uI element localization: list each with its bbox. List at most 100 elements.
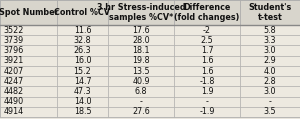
Text: 18.1: 18.1 (132, 46, 150, 55)
Text: 26.3: 26.3 (74, 46, 91, 55)
Bar (174, 35, 240, 45)
Bar (0, 56, 57, 66)
Bar (240, 86, 300, 97)
Bar (240, 66, 300, 76)
Bar (240, 25, 300, 35)
Bar (0, 66, 57, 76)
Bar (0, 76, 57, 86)
Text: 47.3: 47.3 (74, 87, 91, 96)
Text: Student's
t-test: Student's t-test (248, 3, 292, 22)
Bar (108, 97, 174, 107)
Text: 2.9: 2.9 (264, 56, 276, 65)
Bar (174, 56, 240, 66)
Bar (174, 97, 240, 107)
Text: 3 hr Stress-induced
samples %CV*: 3 hr Stress-induced samples %CV* (97, 3, 185, 22)
Text: 3.5: 3.5 (264, 107, 276, 117)
Bar (240, 107, 300, 117)
Bar (0, 35, 57, 45)
Bar (108, 107, 174, 117)
Text: Difference
(fold changes): Difference (fold changes) (174, 3, 240, 22)
Text: 16.0: 16.0 (74, 56, 91, 65)
Text: 3.0: 3.0 (264, 46, 276, 55)
Text: 4482: 4482 (4, 87, 24, 96)
Bar (108, 86, 174, 97)
Text: 2.8: 2.8 (264, 77, 276, 86)
Bar (57, 107, 108, 117)
Bar (108, 66, 174, 76)
Bar (240, 56, 300, 66)
Bar (108, 25, 174, 35)
Text: 19.8: 19.8 (132, 56, 150, 65)
Bar (57, 25, 108, 35)
Bar (0, 97, 57, 107)
Text: 11.6: 11.6 (74, 26, 91, 35)
Text: 3796: 3796 (4, 46, 24, 55)
Bar (57, 97, 108, 107)
Bar (240, 0, 300, 25)
Bar (57, 66, 108, 76)
Bar (174, 66, 240, 76)
Bar (174, 45, 240, 56)
Text: 4.0: 4.0 (264, 67, 276, 76)
Text: 1.6: 1.6 (201, 56, 213, 65)
Text: 5.8: 5.8 (264, 26, 276, 35)
Bar (57, 76, 108, 86)
Text: 4914: 4914 (4, 107, 24, 117)
Text: 14.0: 14.0 (74, 97, 91, 106)
Text: 4207: 4207 (4, 67, 24, 76)
Text: 3921: 3921 (4, 56, 24, 65)
Text: 3739: 3739 (4, 36, 24, 45)
Bar (57, 56, 108, 66)
Text: 1.6: 1.6 (201, 67, 213, 76)
Text: 18.5: 18.5 (74, 107, 91, 117)
Text: 3522: 3522 (4, 26, 24, 35)
Text: 3.0: 3.0 (264, 87, 276, 96)
Bar (174, 86, 240, 97)
Text: 1.9: 1.9 (201, 87, 213, 96)
Bar (240, 45, 300, 56)
Text: 14.7: 14.7 (74, 77, 91, 86)
Text: 15.2: 15.2 (74, 67, 92, 76)
Text: Control %CV: Control %CV (55, 8, 110, 17)
Text: -: - (140, 97, 142, 106)
Text: -1.9: -1.9 (199, 107, 215, 117)
Text: 4247: 4247 (4, 77, 24, 86)
Bar (108, 56, 174, 66)
Bar (108, 35, 174, 45)
Text: 32.8: 32.8 (74, 36, 91, 45)
Bar (108, 45, 174, 56)
Text: -1.8: -1.8 (199, 77, 215, 86)
Bar (57, 86, 108, 97)
Bar (174, 25, 240, 35)
Text: -2: -2 (203, 26, 211, 35)
Text: 3.3: 3.3 (264, 36, 276, 45)
Bar (0, 107, 57, 117)
Text: -: - (268, 97, 272, 106)
Bar (57, 45, 108, 56)
Text: 6.8: 6.8 (135, 87, 147, 96)
Bar (174, 0, 240, 25)
Bar (240, 76, 300, 86)
Text: -: - (206, 97, 208, 106)
Bar (108, 76, 174, 86)
Bar (174, 76, 240, 86)
Text: 40.9: 40.9 (132, 77, 150, 86)
Bar (57, 0, 108, 25)
Text: 4490: 4490 (4, 97, 24, 106)
Text: 27.6: 27.6 (132, 107, 150, 117)
Bar (0, 45, 57, 56)
Bar (174, 107, 240, 117)
Bar (240, 35, 300, 45)
Text: 13.5: 13.5 (132, 67, 150, 76)
Bar (240, 97, 300, 107)
Text: 2.5: 2.5 (201, 36, 213, 45)
Bar (0, 25, 57, 35)
Text: 1.7: 1.7 (201, 46, 213, 55)
Bar (57, 35, 108, 45)
Text: 28.0: 28.0 (132, 36, 150, 45)
Bar (108, 0, 174, 25)
Bar (0, 0, 57, 25)
Text: Spot Number: Spot Number (0, 8, 58, 17)
Bar (0, 86, 57, 97)
Text: 17.6: 17.6 (132, 26, 150, 35)
